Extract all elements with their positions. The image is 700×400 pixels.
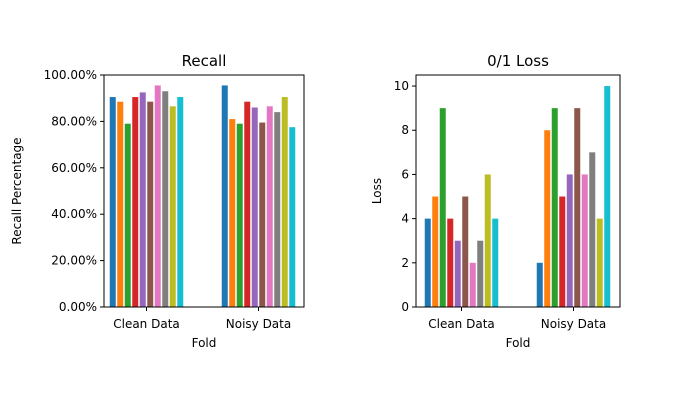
loss-bar	[469, 262, 476, 307]
loss-x-tick-label: Noisy Data	[541, 317, 606, 331]
recall-bar	[117, 101, 124, 308]
loss-bar	[462, 196, 469, 307]
loss-bar	[559, 196, 566, 307]
loss-bar	[581, 174, 588, 307]
recall-bar	[177, 97, 184, 307]
loss-chart-title: 0/1 Loss	[487, 52, 549, 70]
recall-bar	[169, 106, 176, 307]
recall-bar	[244, 101, 251, 308]
recall-bar	[124, 123, 131, 307]
loss-bar	[432, 196, 439, 307]
recall-y-axis-label: Recall Percentage	[10, 137, 24, 244]
loss-x-axis-label: Fold	[506, 336, 531, 350]
recall-bar	[139, 92, 146, 308]
loss-plot-frame	[415, 74, 621, 308]
recall-y-tick-label: 60.00%	[51, 161, 97, 175]
recall-chart: 0.00% 20.00% 40.00% 60.00% 80.00% 100.00% Clea…	[10, 52, 305, 350]
loss-bar	[596, 218, 603, 307]
recall-bar	[229, 119, 236, 307]
recall-y-tick-label: 20.00%	[51, 254, 97, 268]
loss-bar	[439, 108, 446, 307]
loss-bar	[589, 152, 596, 307]
loss-y-tick-label: 6	[401, 167, 409, 181]
loss-bar	[484, 174, 491, 307]
recall-x-axis-label: Fold	[192, 336, 217, 350]
recall-x-tick-label: Noisy Data	[226, 317, 291, 331]
recall-x-tick-label: Clean Data	[113, 317, 180, 331]
loss-bar	[454, 240, 461, 307]
recall-y-tick-label: 0.00%	[59, 300, 97, 314]
loss-y-axis-label: Loss	[370, 178, 384, 204]
loss-y-tick-label: 0	[401, 300, 409, 314]
loss-bar	[566, 174, 573, 307]
recall-bar	[162, 91, 169, 308]
recall-bar	[109, 97, 116, 307]
recall-bar	[132, 97, 139, 307]
loss-bar	[492, 218, 499, 307]
recall-y-tick-label: 100.00%	[44, 68, 97, 82]
recall-bar	[259, 122, 266, 307]
loss-bar	[604, 86, 611, 307]
recall-bar	[236, 123, 243, 307]
recall-bar	[221, 85, 228, 307]
loss-x-tick-label: Clean Data	[428, 317, 495, 331]
loss-y-tick-label: 4	[401, 212, 409, 226]
recall-bar	[147, 101, 154, 308]
loss-bar	[544, 130, 551, 307]
loss-y-tick-label: 2	[401, 256, 409, 270]
recall-y-tick-label: 80.00%	[51, 114, 97, 128]
loss-bar	[477, 240, 484, 307]
loss-bar	[447, 218, 454, 307]
loss-y-tick-label: 10	[394, 79, 409, 93]
loss-chart: 0 2 4 6 8 10 Clean Data Noisy Data 0/1 Loss Fold L…	[370, 52, 621, 350]
recall-bar	[281, 97, 288, 307]
recall-bar	[289, 127, 296, 307]
loss-bar	[536, 262, 543, 307]
loss-bar	[551, 108, 558, 307]
recall-plot-frame	[103, 74, 305, 308]
loss-y-tick-label: 8	[401, 123, 409, 137]
recall-y-tick-label: 40.00%	[51, 207, 97, 221]
recall-chart-title: Recall	[182, 52, 227, 70]
recall-bar	[251, 107, 258, 307]
recall-bar	[274, 112, 281, 308]
loss-bar	[574, 108, 581, 307]
recall-bar	[154, 85, 161, 307]
loss-bar	[424, 218, 431, 307]
recall-bar	[266, 106, 273, 307]
